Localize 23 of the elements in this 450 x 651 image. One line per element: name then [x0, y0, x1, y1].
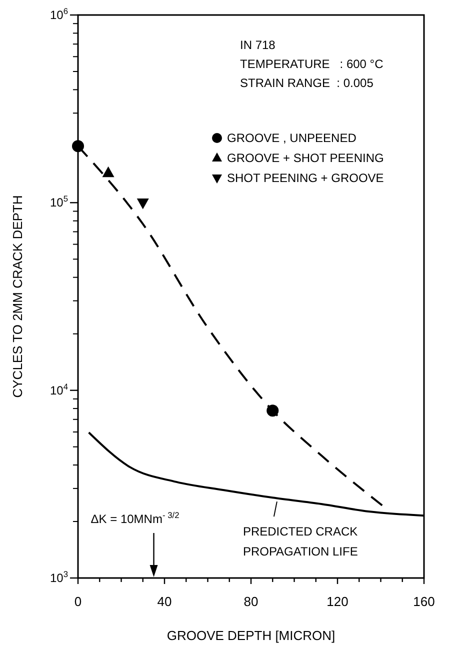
y-tick-label: 10$^{4}$ [50, 381, 68, 398]
annotation: IN 718 [240, 38, 276, 52]
x-tick-label: 40 [157, 594, 172, 609]
y-tick-label: 10$^{3}$ [50, 569, 68, 585]
legend-label: GROOVE , UNPEENED [227, 131, 357, 145]
x-tick-label: 0 [74, 594, 82, 609]
point [102, 166, 114, 178]
point [136, 198, 149, 210]
y-axis-title: CYCLES TO 2MM CRACK DEPTH [10, 195, 25, 398]
annotation: TEMPERATURE : 600 °C [240, 57, 384, 71]
y-tick-label: 10$^{6}$ [50, 6, 68, 22]
x-axis-title: GROOVE DEPTH [MICRON] [166, 628, 336, 643]
annotation: ΔK = 10MNm$^{- 3/2}$ [90, 510, 180, 526]
y-tick-label: 10$^{5}$ [50, 194, 68, 210]
legend-label: GROOVE + SHOT PEENING [227, 151, 384, 165]
x-tick-label: 80 [244, 594, 258, 609]
annotation: STRAIN RANGE : 0.005 [240, 76, 374, 90]
x-tick-label: 160 [413, 594, 435, 609]
point [72, 140, 84, 152]
point [266, 404, 279, 417]
x-tick-label: 120 [326, 594, 348, 609]
annotation: PREDICTED CRACK PROPAGATION LIFE [242, 524, 358, 559]
legend-label: SHOT PEENING + GROOVE [227, 171, 384, 185]
